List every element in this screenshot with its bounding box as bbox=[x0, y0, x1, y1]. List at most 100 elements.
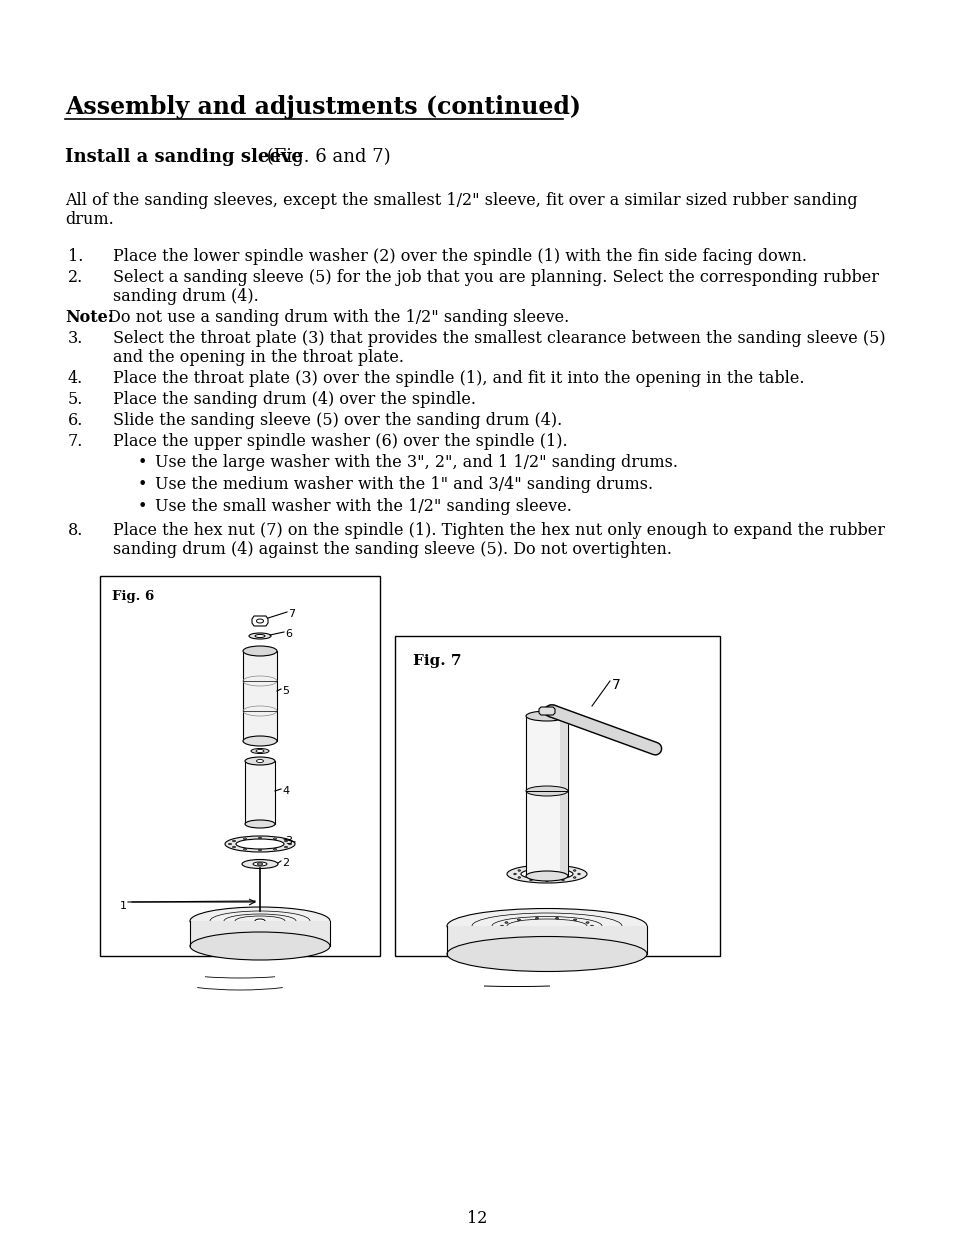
Ellipse shape bbox=[245, 820, 274, 827]
Ellipse shape bbox=[561, 867, 563, 868]
Ellipse shape bbox=[525, 871, 567, 881]
Bar bbox=[559, 716, 567, 876]
Ellipse shape bbox=[258, 850, 261, 851]
Text: 7: 7 bbox=[612, 678, 620, 692]
Text: All of the sanding sleeves, except the smallest 1/2" sleeve, fit over a similar : All of the sanding sleeves, except the s… bbox=[65, 191, 857, 209]
Ellipse shape bbox=[573, 919, 576, 920]
Ellipse shape bbox=[284, 846, 287, 847]
Ellipse shape bbox=[545, 881, 548, 882]
Text: sanding drum (4) against the sanding sleeve (5). Do not overtighten.: sanding drum (4) against the sanding sle… bbox=[112, 541, 671, 558]
Ellipse shape bbox=[585, 929, 588, 930]
Bar bbox=[447, 926, 646, 953]
Text: Fig. 6: Fig. 6 bbox=[112, 590, 154, 603]
Text: Do not use a sanding drum with the 1/2" sanding sleeve.: Do not use a sanding drum with the 1/2" … bbox=[103, 309, 569, 326]
Ellipse shape bbox=[652, 746, 658, 752]
Ellipse shape bbox=[254, 919, 265, 923]
Text: and the opening in the throat plate.: and the opening in the throat plate. bbox=[112, 350, 403, 366]
Ellipse shape bbox=[190, 906, 330, 935]
Ellipse shape bbox=[447, 936, 646, 972]
Text: 1.: 1. bbox=[68, 248, 83, 266]
Ellipse shape bbox=[529, 867, 532, 868]
Ellipse shape bbox=[514, 873, 516, 874]
Text: 4.: 4. bbox=[68, 370, 83, 387]
Ellipse shape bbox=[257, 863, 262, 866]
Ellipse shape bbox=[251, 748, 269, 753]
Text: Use the small washer with the 1/2" sanding sleeve.: Use the small washer with the 1/2" sandi… bbox=[154, 498, 571, 515]
Ellipse shape bbox=[517, 869, 520, 871]
Text: 3: 3 bbox=[285, 836, 292, 846]
Text: 7.: 7. bbox=[68, 433, 83, 450]
Ellipse shape bbox=[254, 635, 265, 637]
Ellipse shape bbox=[555, 918, 558, 919]
Ellipse shape bbox=[235, 839, 284, 848]
Ellipse shape bbox=[225, 836, 294, 852]
Ellipse shape bbox=[573, 877, 576, 878]
Text: 4: 4 bbox=[282, 785, 289, 797]
Ellipse shape bbox=[274, 848, 276, 850]
Ellipse shape bbox=[190, 932, 330, 960]
Ellipse shape bbox=[256, 760, 263, 762]
Text: Place the sanding drum (4) over the spindle.: Place the sanding drum (4) over the spin… bbox=[112, 391, 476, 408]
Ellipse shape bbox=[274, 839, 276, 840]
Ellipse shape bbox=[561, 879, 563, 881]
Text: Place the upper spindle washer (6) over the spindle (1).: Place the upper spindle washer (6) over … bbox=[112, 433, 567, 450]
Ellipse shape bbox=[504, 929, 507, 930]
Text: 1: 1 bbox=[120, 902, 127, 911]
Ellipse shape bbox=[288, 844, 292, 845]
Text: (Fig. 6 and 7): (Fig. 6 and 7) bbox=[261, 148, 390, 167]
Bar bbox=[190, 921, 330, 946]
Ellipse shape bbox=[242, 860, 277, 868]
Ellipse shape bbox=[233, 846, 235, 847]
Ellipse shape bbox=[525, 785, 567, 797]
Text: Fig. 7: Fig. 7 bbox=[413, 655, 461, 668]
Ellipse shape bbox=[249, 634, 271, 638]
Ellipse shape bbox=[258, 837, 261, 839]
Text: Select the throat plate (3) that provides the smallest clearance between the san: Select the throat plate (3) that provide… bbox=[112, 330, 884, 347]
Ellipse shape bbox=[447, 909, 646, 944]
Text: •: • bbox=[138, 498, 147, 515]
Ellipse shape bbox=[555, 934, 558, 935]
Text: Place the hex nut (7) on the spindle (1). Tighten the hex nut only enough to exp: Place the hex nut (7) on the spindle (1)… bbox=[112, 522, 884, 538]
Text: 2: 2 bbox=[282, 858, 289, 868]
Ellipse shape bbox=[520, 868, 573, 879]
Text: Use the large washer with the 3", 2", and 1 1/2" sanding drums.: Use the large washer with the 3", 2", an… bbox=[154, 454, 678, 471]
Ellipse shape bbox=[233, 840, 235, 842]
Ellipse shape bbox=[243, 736, 276, 746]
Ellipse shape bbox=[245, 757, 274, 764]
Bar bbox=[245, 761, 274, 824]
Text: Place the throat plate (3) over the spindle (1), and fit it into the opening in : Place the throat plate (3) over the spin… bbox=[112, 370, 803, 387]
Ellipse shape bbox=[573, 869, 576, 871]
Polygon shape bbox=[252, 616, 268, 626]
Ellipse shape bbox=[590, 925, 593, 926]
Text: 6: 6 bbox=[285, 629, 292, 638]
Text: 7: 7 bbox=[288, 609, 294, 619]
Text: Assembly and adjustments (continued): Assembly and adjustments (continued) bbox=[65, 95, 580, 119]
Text: Install a sanding sleeve: Install a sanding sleeve bbox=[65, 148, 302, 165]
Ellipse shape bbox=[243, 848, 246, 850]
Ellipse shape bbox=[649, 742, 660, 755]
Ellipse shape bbox=[284, 840, 287, 842]
Ellipse shape bbox=[500, 925, 503, 926]
Text: 12: 12 bbox=[466, 1210, 487, 1228]
Bar bbox=[395, 636, 720, 956]
Ellipse shape bbox=[525, 711, 567, 721]
Text: Note:: Note: bbox=[65, 309, 113, 326]
Ellipse shape bbox=[535, 918, 537, 919]
Ellipse shape bbox=[578, 873, 579, 874]
Ellipse shape bbox=[243, 646, 276, 656]
Ellipse shape bbox=[229, 844, 232, 845]
Text: sanding drum (4).: sanding drum (4). bbox=[112, 288, 258, 305]
Ellipse shape bbox=[506, 864, 586, 883]
Ellipse shape bbox=[255, 750, 264, 752]
Text: 8.: 8. bbox=[68, 522, 83, 538]
Text: 5: 5 bbox=[282, 685, 289, 697]
Text: 2.: 2. bbox=[68, 269, 83, 287]
Ellipse shape bbox=[529, 879, 532, 881]
Ellipse shape bbox=[253, 862, 267, 866]
Text: Place the lower spindle washer (2) over the spindle (1) with the fin side facing: Place the lower spindle washer (2) over … bbox=[112, 248, 806, 266]
Ellipse shape bbox=[517, 877, 520, 878]
Text: Use the medium washer with the 1" and 3/4" sanding drums.: Use the medium washer with the 1" and 3/… bbox=[154, 475, 653, 493]
Text: 3.: 3. bbox=[68, 330, 83, 347]
Bar bbox=[525, 716, 567, 876]
Text: 6.: 6. bbox=[68, 412, 83, 429]
